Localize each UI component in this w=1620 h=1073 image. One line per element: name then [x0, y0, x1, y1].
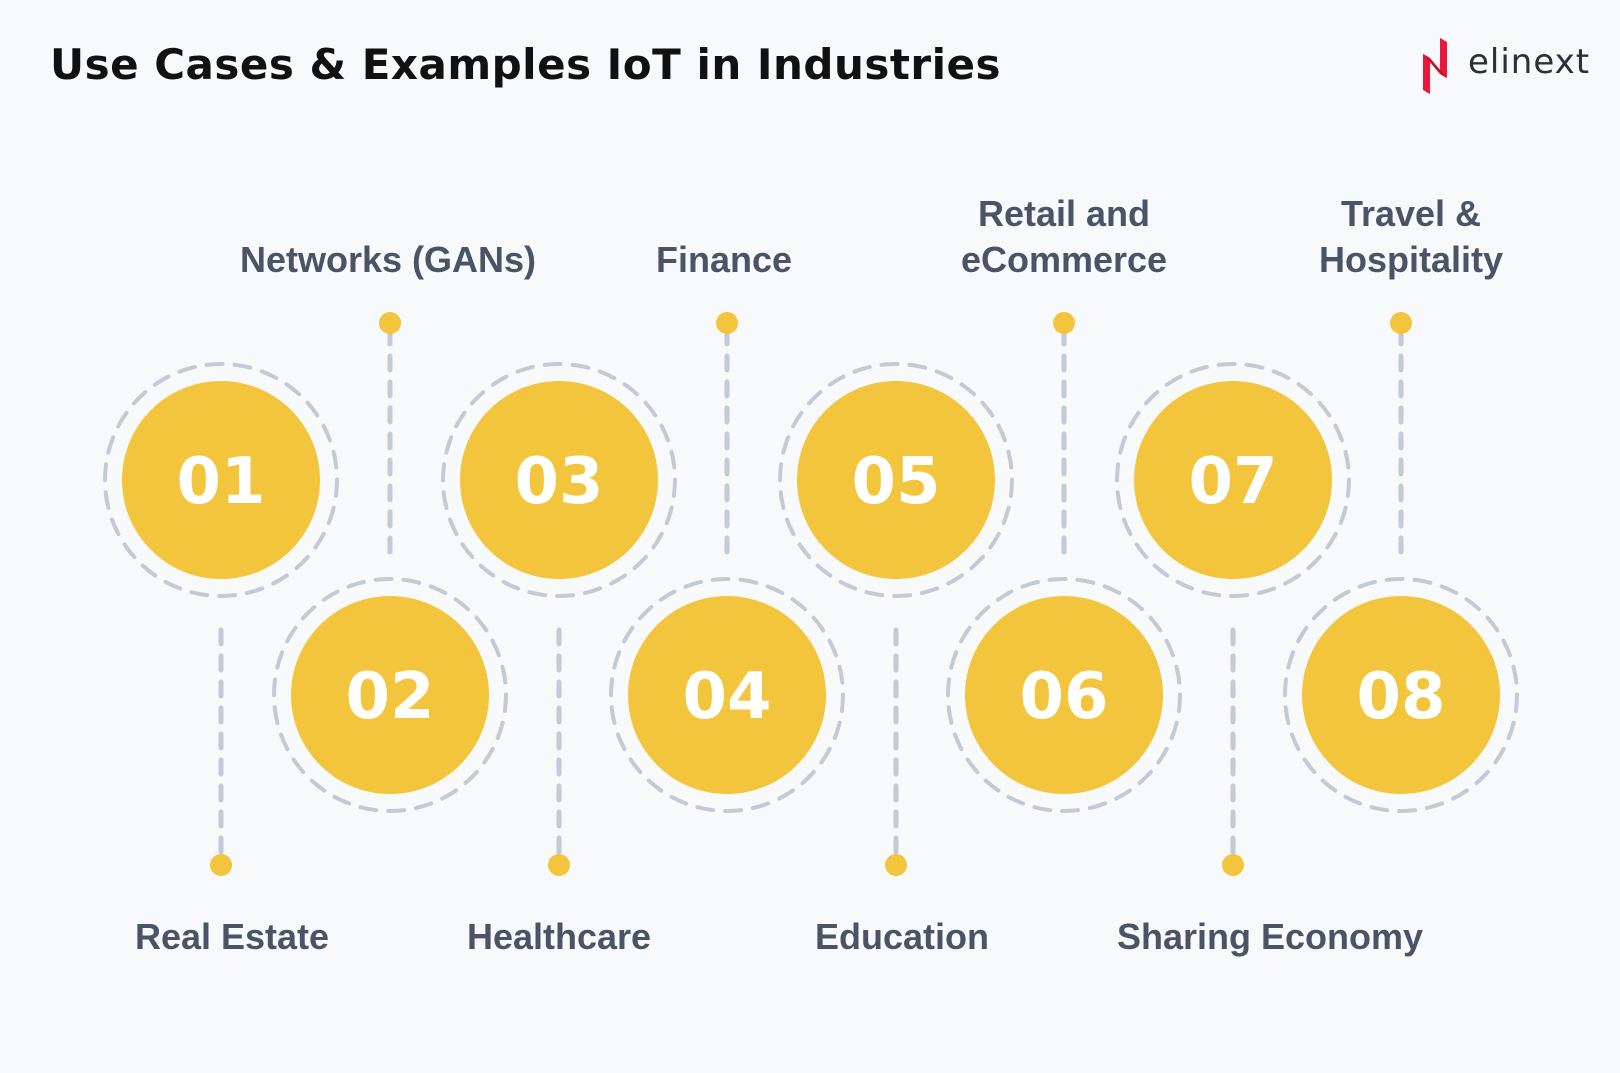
connector-dot — [548, 854, 570, 876]
step-number: 04 — [682, 660, 771, 734]
connector-dot — [1222, 854, 1244, 876]
use-case-label: Education — [814, 916, 990, 957]
use-case-label: Finance — [655, 239, 793, 280]
dashed-ring — [272, 577, 508, 813]
elinext-mark-icon — [1423, 38, 1447, 94]
number-circle — [797, 381, 995, 579]
number-circle — [965, 596, 1163, 794]
connector-dot — [1390, 312, 1412, 334]
use-case-label: Travel & Hospitality — [1318, 193, 1504, 280]
logo-text: elinext — [1468, 42, 1591, 82]
step-number: 08 — [1356, 660, 1445, 734]
step-number: 05 — [851, 445, 940, 519]
connector-dot — [716, 312, 738, 334]
step-number: 06 — [1019, 660, 1108, 734]
dashed-ring — [946, 577, 1182, 813]
use-case-label: Networks (GANs) — [239, 239, 537, 280]
use-case-label: Real Estate — [134, 916, 330, 957]
number-circle — [122, 381, 320, 579]
connector-dot — [885, 854, 907, 876]
number-circle — [628, 596, 826, 794]
dashed-ring — [778, 362, 1014, 598]
number-circle — [1134, 381, 1332, 579]
dashed-ring — [103, 362, 339, 598]
number-circle — [460, 381, 658, 579]
connector-dot — [1053, 312, 1075, 334]
number-circle — [1302, 596, 1500, 794]
dashed-ring — [609, 577, 845, 813]
connector-dot — [210, 854, 232, 876]
step-number: 03 — [514, 445, 603, 519]
step-number: 02 — [345, 660, 434, 734]
number-circle — [291, 596, 489, 794]
page-title: Use Cases & Examples IoT in Industries — [50, 40, 1002, 89]
use-case-label: Healthcare — [466, 916, 652, 957]
dashed-ring — [1115, 362, 1351, 598]
use-case-label: Retail and eCommerce — [960, 193, 1168, 280]
step-number: 01 — [176, 445, 265, 519]
elinext-logo: elinext — [1420, 36, 1610, 96]
use-case-label: Sharing Economy — [1116, 916, 1424, 957]
dashed-ring — [441, 362, 677, 598]
connector-dot — [379, 312, 401, 334]
dashed-ring — [1283, 577, 1519, 813]
step-number: 07 — [1188, 445, 1277, 519]
